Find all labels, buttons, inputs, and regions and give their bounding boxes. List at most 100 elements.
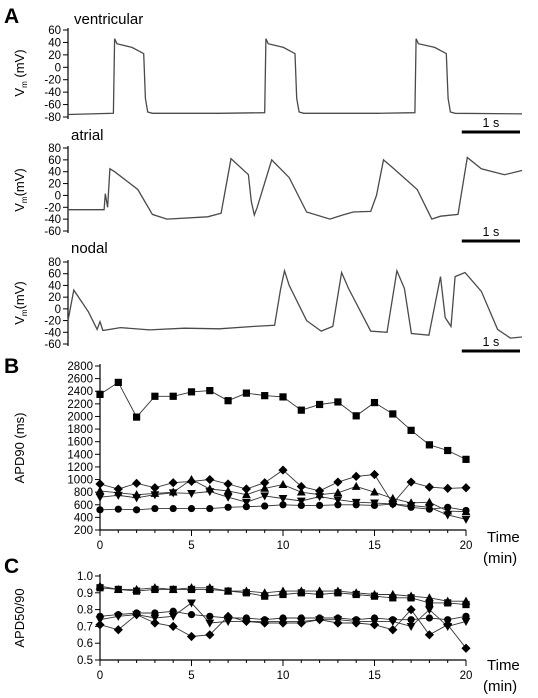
y-tick-label: 2000 [67, 411, 93, 423]
trace-y-axis-label: Vm(mV) [12, 281, 29, 325]
data-point [206, 612, 214, 620]
trace-y-axis-label: Vm (mV) [12, 49, 29, 96]
data-point [242, 490, 251, 499]
data-point [315, 586, 324, 595]
apd90-y-axis-label: APD90 (ms) [12, 413, 27, 484]
data-point [316, 501, 324, 509]
data-point [388, 589, 398, 598]
trace-y-tick-label: -80 [44, 112, 61, 124]
data-point [389, 410, 397, 418]
data-point [187, 490, 196, 499]
data-point [241, 616, 251, 626]
data-point [461, 617, 471, 626]
y-tick-label: 0.5 [77, 655, 93, 667]
y-tick-label: 0.7 [77, 621, 93, 633]
data-point [461, 643, 471, 653]
data-point [296, 618, 306, 628]
data-point [278, 465, 288, 475]
data-point [388, 493, 398, 502]
data-point [296, 586, 306, 595]
x-tick-label: 15 [368, 670, 381, 682]
data-point [278, 479, 288, 488]
data-point [333, 618, 343, 628]
trace-y-tick-label: -60 [44, 339, 61, 351]
data-point [261, 392, 269, 400]
data-point [242, 389, 250, 397]
data-point [223, 493, 233, 502]
data-point [296, 487, 306, 496]
trace-title: nodal [71, 240, 108, 257]
data-point [187, 474, 196, 483]
x-tick-label: 20 [460, 540, 473, 552]
data-point [424, 630, 434, 640]
x-tick-label: 5 [188, 540, 194, 552]
y-tick-label: 0.9 [77, 588, 93, 600]
y-tick-label: 1800 [67, 424, 93, 436]
action-potential-trace [68, 156, 523, 220]
data-point [369, 620, 380, 630]
series-diamond [95, 605, 471, 653]
panel-letter-c: C [4, 555, 19, 578]
trace-y-tick-label: -60 [44, 100, 61, 112]
data-point [406, 605, 416, 615]
data-point [424, 482, 434, 492]
data-point [168, 489, 178, 498]
series-triangle-up [95, 581, 471, 605]
data-point [151, 392, 159, 400]
data-point [461, 596, 471, 605]
apd90-plot: 2004006008001000120014001600180020002200… [67, 361, 472, 552]
data-point [334, 398, 342, 406]
data-point [315, 615, 325, 625]
data-point [133, 413, 141, 421]
data-point [370, 487, 379, 496]
data-point [187, 611, 196, 619]
trace-y-tick-label: 40 [48, 280, 61, 292]
data-point [114, 505, 122, 513]
data-point [260, 588, 270, 597]
data-point [132, 494, 141, 503]
data-point [279, 501, 287, 509]
data-point [260, 618, 270, 628]
data-point [351, 618, 361, 628]
data-point [223, 586, 233, 595]
data-point [333, 496, 343, 505]
data-point [444, 446, 452, 455]
trace-y-tick-label: -40 [44, 327, 61, 339]
data-point [369, 469, 380, 480]
data-point [407, 616, 415, 624]
data-point [443, 596, 453, 605]
data-point [114, 378, 122, 386]
data-point [316, 400, 324, 409]
data-point [351, 588, 361, 597]
data-point [296, 497, 306, 506]
data-point [242, 503, 250, 511]
data-point [461, 483, 471, 493]
trace-y-tick-label: 0 [55, 190, 61, 202]
data-point [205, 474, 215, 485]
data-point [168, 621, 178, 631]
time-scale-bar-label: 1 s [483, 335, 500, 349]
y-tick-label: 2800 [67, 361, 93, 373]
data-point [132, 610, 142, 620]
data-point [95, 486, 105, 495]
data-point [113, 491, 123, 500]
trace-y-tick-label: 20 [48, 292, 61, 304]
data-point [260, 478, 270, 488]
x-tick-label: 0 [97, 540, 103, 552]
y-tick-label: 1600 [67, 437, 93, 449]
data-point [223, 617, 233, 626]
data-point [444, 616, 452, 624]
trace-y-tick-label: 80 [48, 143, 61, 155]
data-point [443, 511, 453, 520]
y-tick-label: 800 [74, 487, 93, 499]
data-point [168, 478, 178, 488]
data-point [113, 584, 123, 593]
data-point [352, 412, 360, 420]
data-point [278, 495, 288, 504]
data-point [370, 501, 379, 509]
data-point [279, 393, 287, 401]
data-point [132, 478, 142, 488]
trace-y-tick-label: -20 [44, 75, 61, 87]
data-point [425, 505, 433, 513]
